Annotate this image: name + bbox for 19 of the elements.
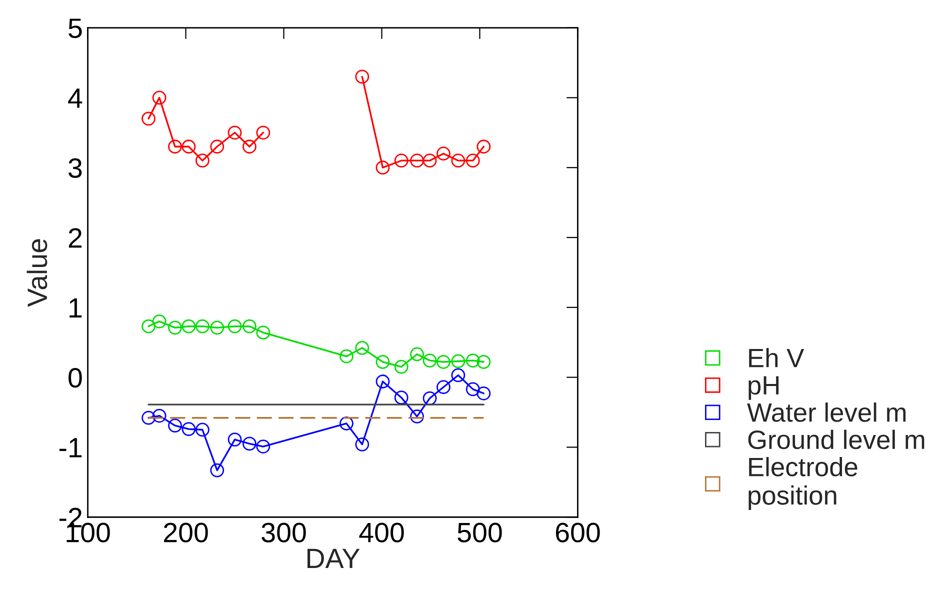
legend-label: Electrode position — [748, 457, 858, 510]
legend-label: Water level m — [747, 402, 906, 422]
y-axis-title: Value — [26, 239, 48, 307]
legend-label: Ground level m — [748, 430, 924, 450]
y-tick-label: -1 — [59, 438, 82, 458]
legend-label: pH — [748, 376, 779, 400]
x-tick-label: 400 — [359, 522, 404, 542]
x-tick-label: 300 — [262, 522, 306, 542]
y-tick-label: 0 — [68, 368, 82, 388]
x-tick-label: 200 — [164, 522, 208, 542]
x-tick-label: 600 — [556, 522, 600, 542]
y-tick-label: 4 — [68, 88, 82, 108]
x-axis-title: DAY — [308, 548, 360, 568]
y-tick-label: 5 — [68, 18, 82, 38]
y-tick-label: 2 — [68, 228, 82, 248]
y-tick-label: 1 — [70, 298, 82, 318]
x-tick-label: 500 — [458, 522, 502, 542]
y-tick-label: 3 — [68, 158, 82, 178]
legend-label: Eh V — [749, 348, 804, 368]
